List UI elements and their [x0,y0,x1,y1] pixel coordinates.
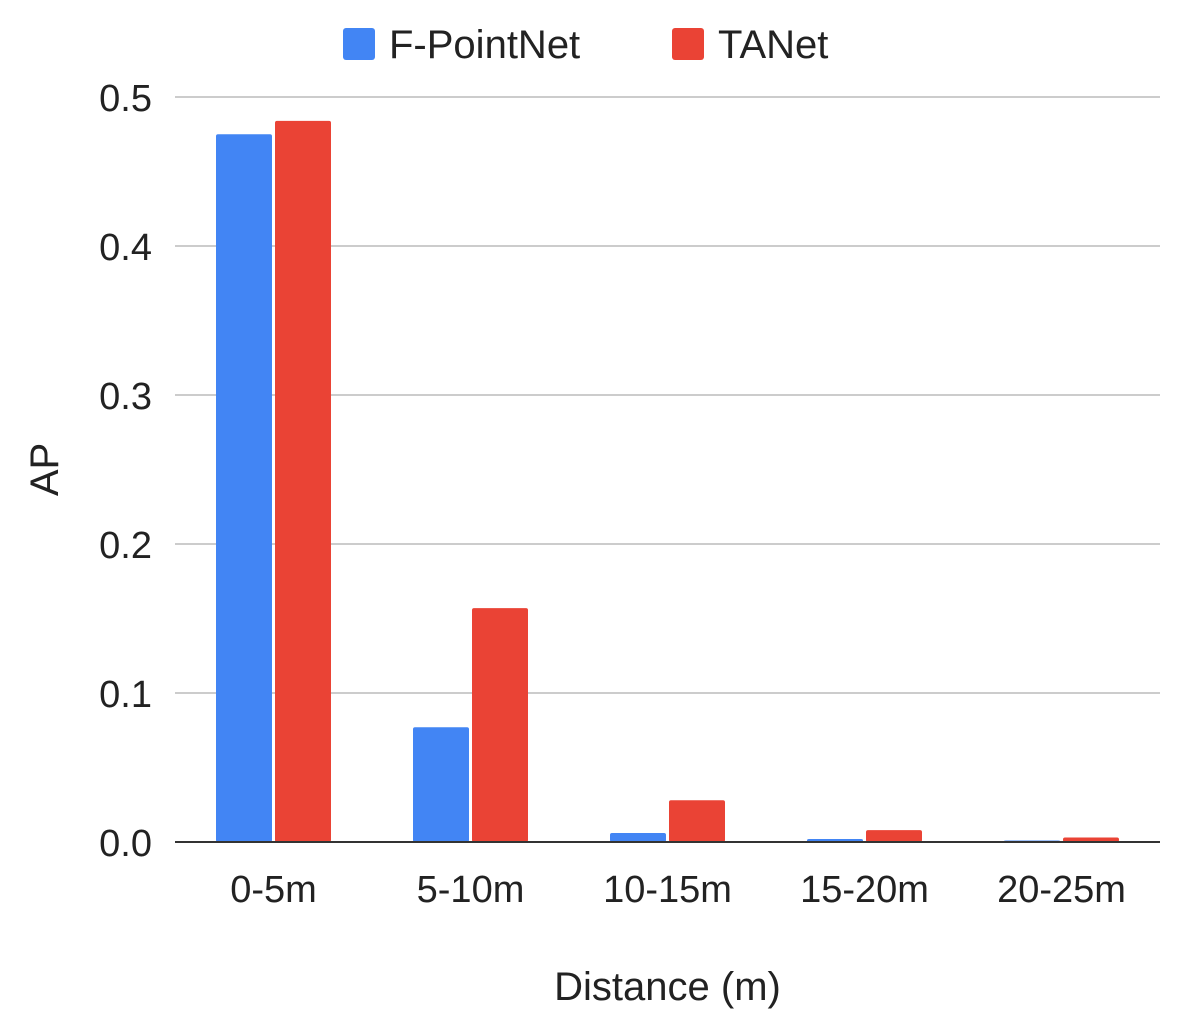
bar-tanet-0-5m [275,120,331,843]
bar-tanet-15-20m [866,830,922,842]
y-tick-labels: 0.0 0.1 0.2 0.3 0.4 0.5 [99,78,152,865]
y-tick-label: 0.5 [99,78,152,120]
y-tick-label: 0.1 [99,674,152,716]
y-tick-label: 0.0 [99,823,152,865]
legend-label: F-PointNet [389,23,580,67]
y-tick-label: 0.4 [99,227,152,269]
bar-tanet-20-25m [1063,837,1119,842]
x-tick-label: 5-10m [417,869,525,911]
x-tick-label: 10-15m [603,869,732,911]
bar-f-pointnet-0-5m [216,134,272,842]
legend: F-PointNet TANet [343,23,828,67]
bar-f-pointnet-5-10m [413,727,469,842]
x-tick-label: 15-20m [800,869,929,911]
legend-swatch [672,28,704,60]
y-tick-label: 0.3 [99,376,152,418]
y-tick-label: 0.2 [99,525,152,567]
bars [216,120,1119,843]
bar-tanet-10-15m [669,800,725,842]
gridlines [175,96,1160,694]
x-tick-labels: 0-5m 5-10m 10-15m 15-20m 20-25m [230,869,1126,911]
x-axis-title: Distance (m) [554,965,781,1009]
bar-f-pointnet-10-15m [610,833,666,842]
x-tick-label: 20-25m [997,869,1126,911]
bar-tanet-5-10m [472,608,528,842]
legend-label: TANet [718,23,828,67]
y-axis-title: AP [23,443,67,496]
x-tick-label: 0-5m [230,869,317,911]
legend-swatch [343,28,375,60]
